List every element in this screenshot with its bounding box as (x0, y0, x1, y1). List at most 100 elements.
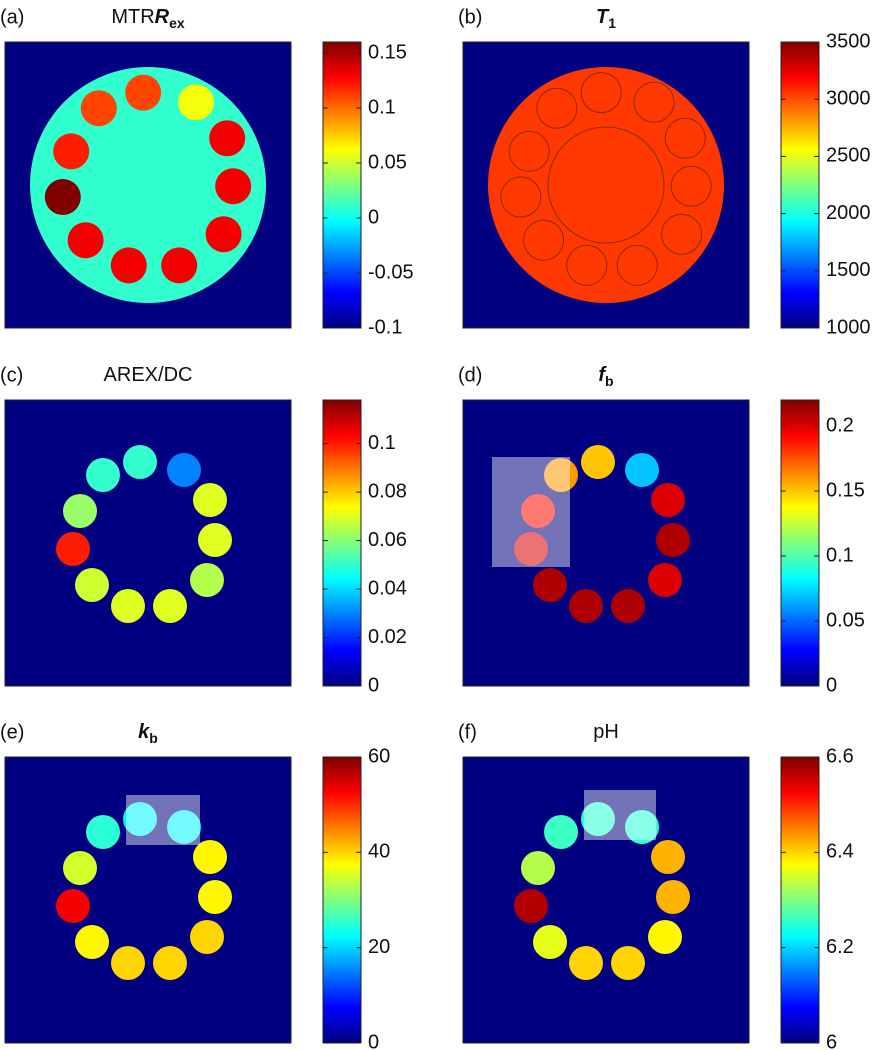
vial-outline (536, 87, 578, 129)
vial (110, 247, 147, 284)
colorbar-tick-label: 0.04 (368, 577, 407, 599)
vial (86, 815, 120, 849)
vial (198, 523, 232, 557)
vial-outline (670, 165, 712, 207)
panel-title: T1 (596, 6, 616, 30)
vial (521, 494, 555, 528)
roi-overlay (126, 795, 200, 845)
vial (75, 568, 109, 602)
vial (533, 568, 567, 602)
colorbar-tick-label: 0.06 (368, 529, 407, 551)
panel-title: pH (593, 721, 619, 743)
vial (190, 920, 224, 954)
colorbar-tick-label: 6.6 (826, 745, 854, 767)
panel: (f) pH 6 6.2 6.4 6.6 (458, 721, 854, 1050)
vial (75, 925, 109, 959)
vial (521, 851, 555, 885)
panel: (d) fb 0 0.05 0.1 0.15 0.2 (458, 364, 865, 696)
vial (193, 840, 227, 874)
vial (123, 802, 157, 836)
vial (205, 216, 242, 253)
colorbar (322, 41, 362, 329)
colorbar-tick-label: 6.4 (826, 841, 854, 863)
roi-overlay (492, 457, 570, 567)
title-text: MTR (111, 6, 154, 28)
title-subscript: ex (169, 15, 185, 31)
vial (198, 880, 232, 914)
colorbar-tick-label: 2000 (826, 202, 871, 224)
vial (161, 247, 198, 284)
center-outline (547, 126, 665, 244)
vial-outline (508, 130, 550, 172)
phantom (488, 67, 724, 303)
vial (63, 494, 97, 528)
vial (625, 810, 659, 844)
vial (648, 563, 682, 597)
vial (648, 920, 682, 954)
vial (63, 851, 97, 885)
colorbar-tick-label: -0.05 (368, 261, 414, 283)
title-subscript: b (605, 373, 614, 389)
colorbar-tick-label: 0.1 (368, 96, 396, 118)
colorbar-tick-label: 0.1 (368, 432, 396, 454)
vial-outline (566, 244, 608, 286)
colorbar-tick-label: 0.15 (368, 41, 407, 63)
vial (611, 589, 645, 623)
vial (651, 840, 685, 874)
colorbar-tick-label: 0.05 (368, 151, 407, 173)
colorbar-tick-label: 0 (826, 674, 837, 696)
title-subscript: 1 (608, 15, 616, 31)
colorbar (780, 41, 820, 329)
panel: (c) AREX/DC 0 0.02 0.04 0.06 0.08 0.1 (0, 364, 407, 696)
colorbar-tick-label: 3000 (826, 87, 871, 109)
vial (193, 483, 227, 517)
vial-outline (580, 72, 622, 114)
panel-label: (e) (0, 721, 24, 743)
colorbar-tick-label: 0 (368, 674, 379, 696)
panel-title: kb (138, 721, 158, 745)
vial (569, 589, 603, 623)
panel-label: (c) (0, 364, 23, 386)
colorbar-tick-label: 0.15 (826, 479, 865, 501)
title-italic: f (598, 364, 607, 386)
vial (215, 168, 252, 205)
vial (56, 889, 90, 923)
vial (123, 445, 157, 479)
colorbar-tick-label: 2500 (826, 145, 871, 167)
vial (544, 458, 578, 492)
vial (533, 925, 567, 959)
panel-label: (a) (0, 6, 24, 28)
vial (80, 90, 117, 127)
colorbar-tick-label: 0 (368, 1031, 379, 1050)
title-text: pH (593, 721, 619, 743)
image-background (4, 399, 292, 687)
panel-title: MTRRex (111, 6, 185, 30)
vial-outline (523, 219, 565, 261)
vial (209, 120, 246, 157)
vial (56, 532, 90, 566)
colorbar-tick-label: 3500 (826, 30, 871, 52)
panel: (a) MTRRex -0.1 -0.05 0 0.05 0.1 0.15 (0, 6, 414, 338)
colorbar-tick-label: 20 (368, 936, 390, 958)
colorbar-tick-label: 6.2 (826, 936, 854, 958)
vial (111, 946, 145, 980)
vial (569, 946, 603, 980)
vial (625, 453, 659, 487)
colorbar-tick-label: 0.02 (368, 626, 407, 648)
colorbar-tick-label: 0.1 (826, 544, 854, 566)
vial (53, 133, 90, 170)
vial (544, 815, 578, 849)
colorbar-tick-label: 0 (368, 206, 379, 228)
title-text: AREX/DC (104, 364, 193, 386)
vial (581, 445, 615, 479)
vial-outline (500, 176, 542, 218)
vial-outline (616, 244, 658, 286)
colorbar-tick-label: 0.05 (826, 609, 865, 631)
panel-label: (f) (458, 721, 477, 743)
vial-outline (633, 81, 675, 123)
panel-label: (b) (458, 6, 482, 28)
colorbar-tick-label: -0.1 (368, 316, 402, 338)
vial (514, 532, 548, 566)
